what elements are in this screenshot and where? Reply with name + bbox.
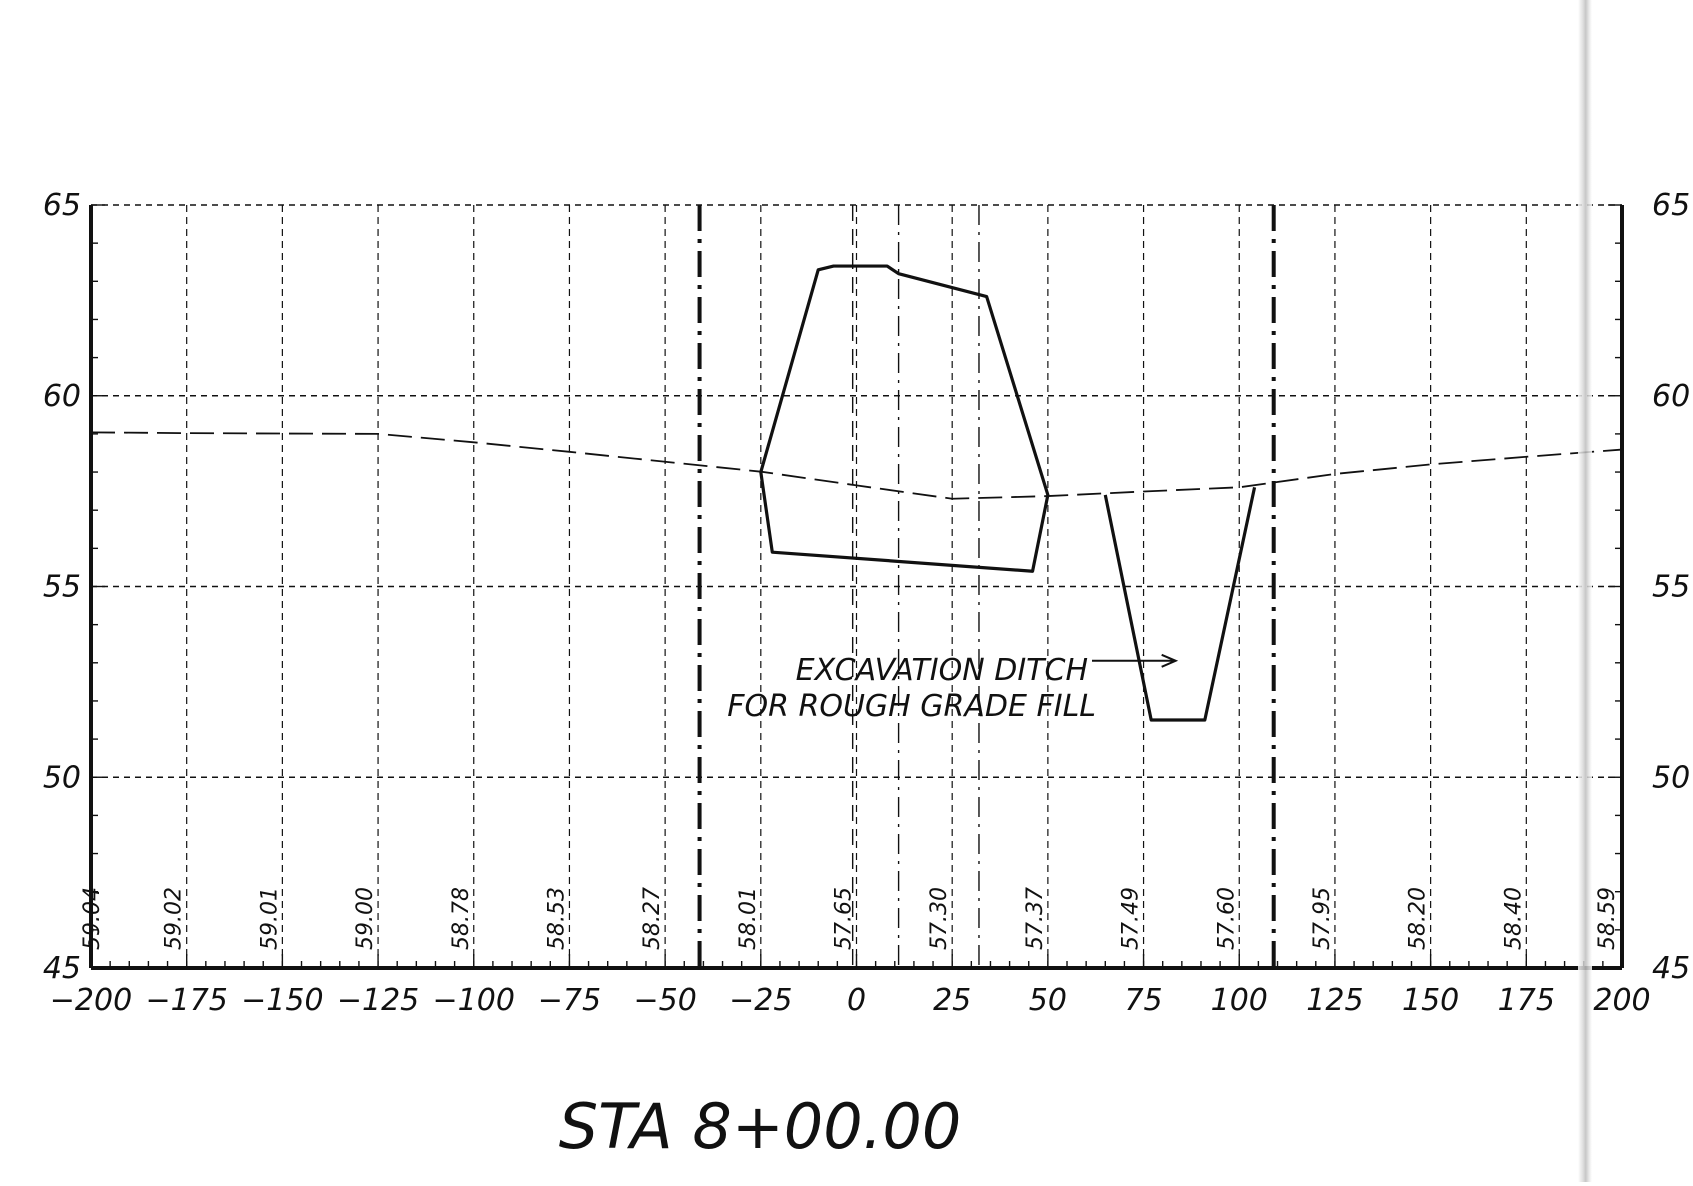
x-tick-label: 100	[1211, 983, 1268, 1018]
x-tick-label: −150	[241, 983, 323, 1018]
elevation-label: 57.30	[927, 887, 952, 950]
ditch-section-outline	[1103, 486, 1257, 722]
x-tick-label: −125	[337, 983, 419, 1018]
existing-ground-layer	[90, 431, 1623, 500]
fill-section-outline	[759, 264, 1050, 573]
x-tick-label: 150	[1402, 983, 1459, 1018]
y-tick-label-right: 50	[1652, 760, 1690, 795]
elevation-label: 58.78	[449, 887, 474, 950]
plot-frame	[89, 204, 1624, 970]
x-tick-label: −75	[538, 983, 601, 1018]
y-tick-label-left: 65	[43, 188, 81, 223]
grid-layer	[91, 204, 1622, 968]
x-tick-label: −50	[633, 983, 696, 1018]
y-tick-label-right: 45	[1652, 951, 1690, 986]
x-tick-label: 25	[933, 983, 971, 1018]
x-tick-label: −175	[145, 983, 227, 1018]
x-tick-label: 0	[847, 983, 866, 1018]
elevation-label: 58.01	[736, 887, 761, 950]
note-leader-arrow	[1092, 653, 1179, 668]
y-tick-label-right: 55	[1652, 570, 1690, 605]
y-tick-label-left: 45	[43, 951, 81, 986]
ground-elevation-labels: 59.04 59.02 59.01 59.00 58.78 58.53 58.27 58.01…	[80, 887, 1620, 950]
note-line-1: EXCAVATION DITCH	[796, 653, 1088, 688]
station-title: STA 8+00.00	[559, 1090, 962, 1163]
elevation-label: 57.95	[1310, 887, 1335, 950]
elevation-label: 58.27	[640, 887, 665, 950]
excavation-note: EXCAVATION DITCH FOR ROUGH GRADE FILL	[727, 653, 1179, 724]
elevation-label: 57.65	[832, 887, 857, 950]
existing-ground-line	[90, 431, 1623, 500]
elevation-label: 59.02	[162, 887, 187, 950]
elevation-label: 59.04	[80, 887, 105, 950]
y-tick-label-right: 65	[1652, 188, 1690, 223]
scan-edge-shadow	[1578, 0, 1592, 1182]
section-layer	[759, 264, 1257, 722]
x-tick-label: 200	[1593, 983, 1650, 1018]
elevation-label: 57.37	[1023, 887, 1048, 950]
elevation-label: 59.01	[257, 887, 282, 950]
y-tick-label-right: 60	[1652, 379, 1690, 414]
elevation-label: 57.49	[1119, 887, 1144, 950]
x-axis-tick-labels: −200 −175 −150 −125 −100 −75 −50 −25 0 25 50 75 100 1…	[50, 983, 1651, 1018]
x-tick-label: 50	[1029, 983, 1067, 1018]
x-tick-label: −100	[433, 983, 515, 1018]
elevation-label: 57.60	[1214, 887, 1239, 950]
y-tick-label-left: 60	[43, 379, 81, 414]
note-line-2: FOR ROUGH GRADE FILL	[727, 689, 1096, 724]
vertical-marker-layer	[697, 205, 1276, 968]
x-tick-label: −25	[729, 983, 792, 1018]
elevation-label: 58.53	[544, 887, 569, 950]
elevation-label: 58.20	[1406, 887, 1431, 950]
x-tick-label: 125	[1306, 983, 1363, 1018]
y-axis-tick-labels: 45 50 55 60 65 45 50 55 60 65	[43, 188, 1690, 986]
x-tick-label: −200	[50, 983, 132, 1018]
elevation-label: 58.59	[1595, 887, 1620, 950]
elevation-label: 59.00	[353, 887, 378, 950]
x-tick-label: 175	[1498, 983, 1555, 1018]
elevation-label: 58.40	[1501, 887, 1526, 950]
y-tick-label-left: 55	[43, 570, 81, 605]
y-tick-label-left: 50	[43, 760, 81, 795]
x-tick-label: 75	[1124, 983, 1162, 1018]
